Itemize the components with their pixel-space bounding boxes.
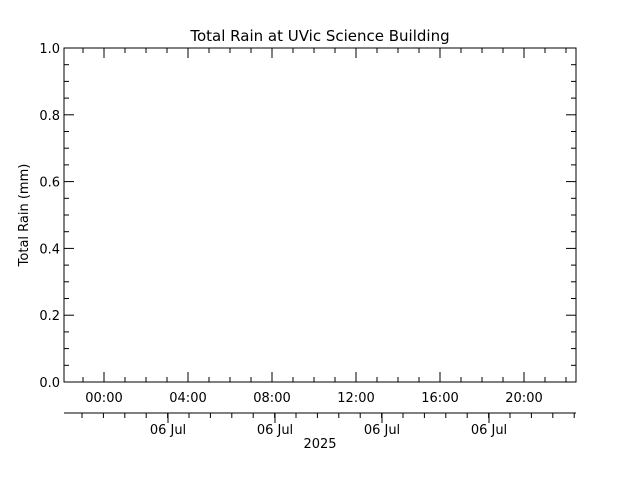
x-tick-label: 16:00 — [421, 391, 458, 406]
y-tick-label: 0.8 — [39, 109, 60, 124]
x-ticks: 00:00 04:00 08:00 12:00 16:00 20:00 — [82, 48, 567, 406]
date-tick-label: 06 Jul — [364, 423, 400, 438]
chart-title: Total Rain at UVic Science Building — [189, 27, 449, 45]
y-tick-label: 0.6 — [39, 176, 60, 191]
x-tick-label: 04:00 — [169, 391, 206, 406]
y-axis-label: Total Rain (mm) — [17, 164, 32, 268]
y-ticks: 0.0 0.2 0.4 0.6 0.8 1.0 — [39, 42, 576, 391]
plot-frame — [63, 47, 577, 383]
date-ticks: 06 Jul 06 Jul 06 Jul 06 Jul — [81, 413, 575, 438]
x-tick-label: 08:00 — [253, 391, 290, 406]
x-tick-label: 00:00 — [85, 391, 122, 406]
y-tick-label: 0.0 — [39, 376, 60, 391]
y-tick-label: 0.4 — [39, 242, 60, 257]
y-tick-label: 1.0 — [39, 42, 60, 57]
y-tick-label: 0.2 — [39, 309, 60, 324]
x-tick-label: 12:00 — [337, 391, 374, 406]
date-tick-label: 06 Jul — [150, 423, 186, 438]
date-tick-label: 06 Jul — [471, 423, 507, 438]
x-tick-label: 20:00 — [505, 391, 542, 406]
year-label: 2025 — [303, 437, 336, 452]
date-tick-label: 06 Jul — [257, 423, 293, 438]
